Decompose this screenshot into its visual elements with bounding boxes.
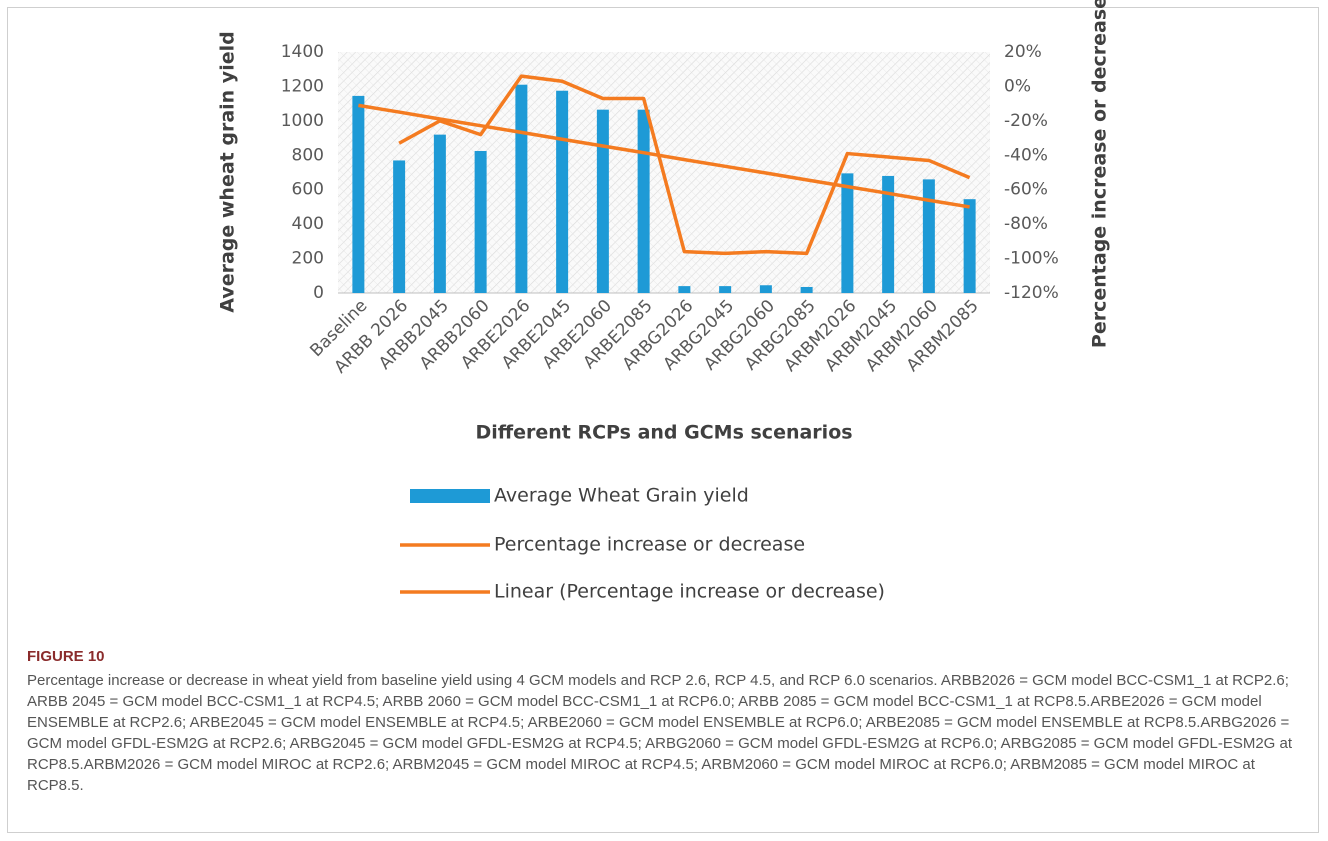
bar — [963, 199, 976, 293]
y-tick-label: 1200 — [281, 76, 324, 96]
bar — [678, 286, 691, 293]
y2-tick-label: 20% — [1004, 42, 1042, 62]
y-tick-label: 1400 — [281, 42, 324, 62]
y-tick-label: 800 — [292, 145, 324, 165]
legend-label: Percentage increase or decrease — [494, 534, 805, 556]
trend-line — [358, 103, 970, 209]
figure-label: FIGURE 10 — [27, 648, 105, 665]
y2-tick-label: -60% — [1004, 180, 1048, 200]
y2-tick-label: -120% — [1004, 283, 1059, 303]
data-line — [398, 74, 971, 256]
figure-frame — [7, 7, 1319, 833]
bar — [596, 109, 609, 294]
y-tick-label: 200 — [292, 249, 324, 269]
bar — [556, 90, 569, 293]
bar — [352, 95, 365, 294]
y-tick-label: 1000 — [281, 111, 324, 131]
chart: Average wheat grain yield Percentage inc… — [217, 0, 1111, 603]
y2-tick-label: 0% — [1004, 76, 1031, 96]
bar — [922, 179, 935, 293]
legend-label: Average Wheat Grain yield — [494, 485, 749, 507]
y2-tick-label: -40% — [1004, 145, 1048, 165]
y-tick-label: 0 — [313, 283, 324, 303]
y-tick-label: 400 — [292, 214, 324, 234]
bar — [841, 173, 854, 293]
bar — [882, 175, 895, 293]
figure-caption: Percentage increase or decrease in wheat… — [27, 672, 1293, 794]
bar — [433, 134, 446, 293]
y2-axis-title: Percentage increase or decrease — [1089, 0, 1111, 348]
bar — [474, 150, 487, 293]
legend-swatch — [410, 489, 490, 503]
legend-label: Linear (Percentage increase or decrease) — [494, 581, 885, 603]
bar — [637, 109, 650, 294]
bar — [759, 285, 772, 293]
bar — [719, 286, 732, 293]
y2-tick-label: -100% — [1004, 249, 1059, 269]
x-axis-title: Different RCPs and GCMs scenarios — [475, 422, 852, 444]
bar — [515, 84, 528, 293]
bar — [393, 160, 406, 293]
bar — [800, 286, 813, 293]
y-axis-title: Average wheat grain yield — [217, 31, 239, 312]
y2-tick-label: -80% — [1004, 214, 1048, 234]
y-tick-label: 600 — [292, 180, 324, 200]
y2-tick-label: -20% — [1004, 111, 1048, 131]
